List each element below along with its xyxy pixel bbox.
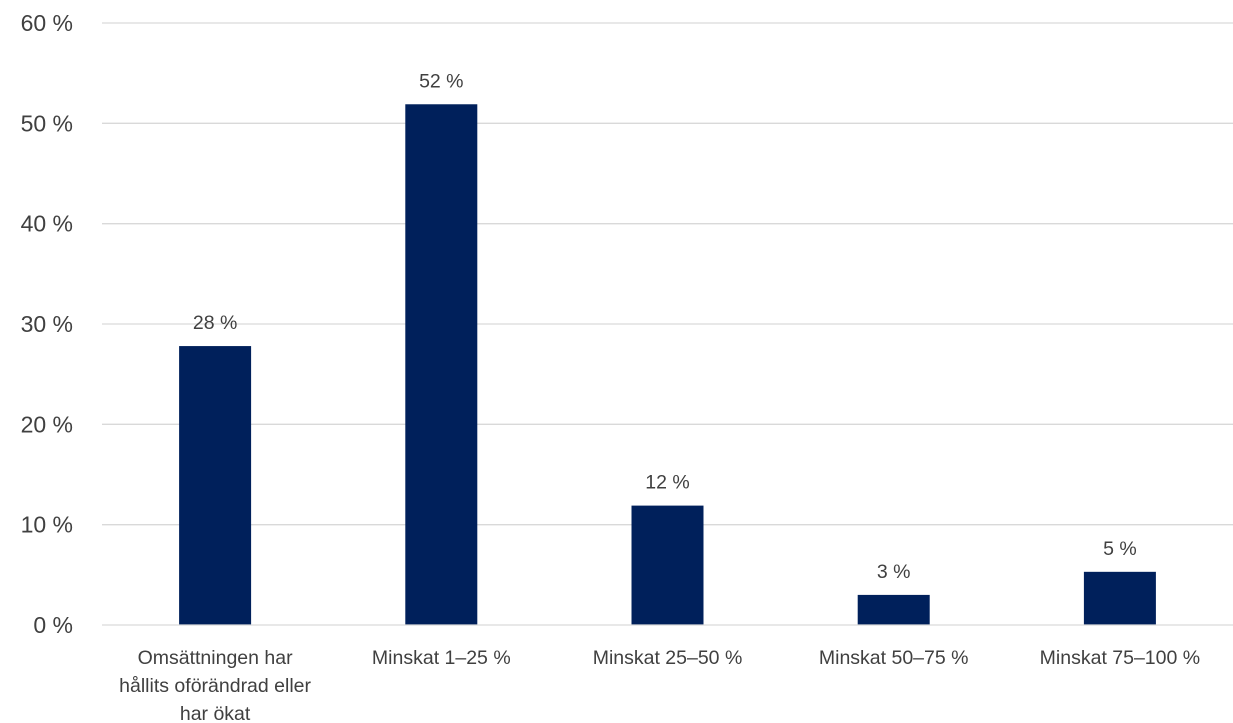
- data-label: 12 %: [645, 472, 689, 494]
- category-label-line: hållits oförändrad eller: [119, 675, 311, 697]
- y-tick-label: 30 %: [21, 311, 73, 337]
- data-label: 5 %: [1103, 538, 1137, 560]
- data-label: 52 %: [419, 70, 463, 92]
- bar: [405, 104, 478, 625]
- category-label-line: Minskat 75–100 %: [1040, 647, 1200, 669]
- category-label-line: Minskat 1–25 %: [372, 647, 511, 669]
- y-tick-label: 10 %: [21, 512, 73, 538]
- category-label-line: Minskat 25–50 %: [593, 647, 743, 669]
- y-tick-label: 0 %: [33, 612, 73, 638]
- data-labels: 28 % 52 % 12 % 3 % 5 %: [193, 70, 1137, 583]
- category-label: Minskat 1–25 %: [372, 647, 511, 669]
- bar: [857, 594, 930, 625]
- category-label-line: Omsättningen har: [138, 647, 294, 669]
- bars: [179, 104, 1156, 625]
- category-label: Omsättningen har hållits oförändrad eller…: [119, 647, 311, 723]
- bar: [631, 505, 704, 625]
- data-label: 3 %: [877, 561, 911, 583]
- x-axis: Omsättningen har hållits oförändrad eller…: [102, 624, 1233, 723]
- bar: [1083, 571, 1156, 625]
- category-label-line: har ökat: [180, 703, 251, 723]
- category-label-line: Minskat 50–75 %: [819, 647, 969, 669]
- data-label: 28 %: [193, 312, 237, 334]
- category-label: Minskat 50–75 %: [819, 647, 969, 669]
- category-label: Minskat 75–100 %: [1040, 647, 1200, 669]
- gridlines: [102, 22, 1233, 526]
- y-tick-label: 60 %: [21, 10, 73, 36]
- bar: [179, 346, 252, 625]
- y-tick-label: 40 %: [21, 211, 73, 237]
- y-tick-label: 50 %: [21, 110, 73, 136]
- category-label: Minskat 25–50 %: [593, 647, 743, 669]
- y-tick-label: 20 %: [21, 411, 73, 437]
- y-axis: 0 % 10 % 20 % 30 % 40 % 50 % 60 %: [21, 10, 73, 638]
